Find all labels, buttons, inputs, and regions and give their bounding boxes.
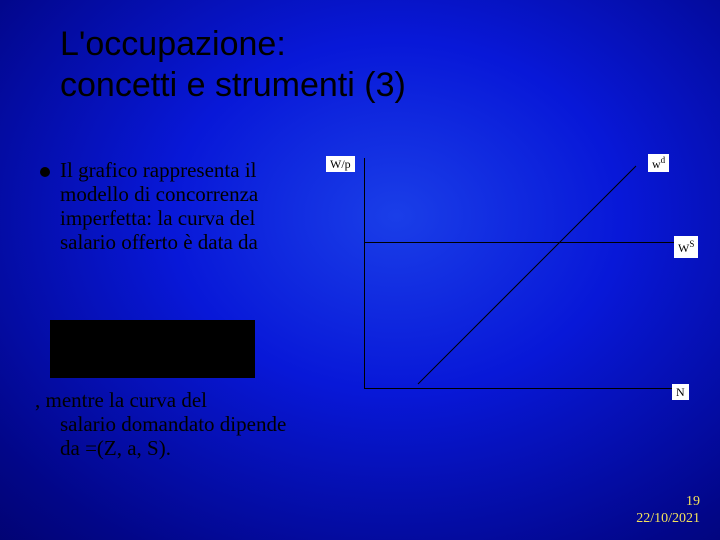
bullet-dot-icon — [40, 167, 50, 177]
title-line-2: concetti e strumenti (3) — [60, 66, 406, 104]
continuation-lead: , mentre la curva del — [35, 388, 207, 412]
x-axis-label: N — [672, 384, 689, 400]
slide-title: L'occupazione: concetti e strumenti (3) — [60, 24, 406, 106]
wd-label-base: w — [652, 157, 661, 171]
page-number: 19 — [686, 494, 700, 509]
bullet-text: Il grafico rappresenta il modello di con… — [60, 158, 295, 255]
wd-line-path — [418, 166, 636, 384]
ws-label: WS — [674, 236, 698, 258]
continuation-text: , mentre la curva del salario domandato … — [35, 388, 305, 460]
slide-date: 22/10/2021 — [636, 511, 700, 526]
bullet-block: Il grafico rappresenta il modello di con… — [40, 158, 295, 255]
y-axis-label: W/p — [326, 156, 355, 172]
wd-label-sup: d — [661, 155, 666, 165]
slide-footer: 19 22/10/2021 — [636, 494, 700, 528]
x-axis — [364, 388, 672, 389]
wd-line — [374, 162, 674, 386]
ws-label-base: W — [678, 241, 689, 255]
ws-label-sup: S — [689, 239, 694, 249]
title-line-1: L'occupazione: — [60, 25, 286, 63]
redacted-formula-box — [50, 320, 255, 378]
labor-market-chart: W/p wd WS N — [326, 158, 700, 410]
continuation-rest: salario domandato dipende da =(Z, a, S). — [35, 412, 305, 460]
wd-label: wd — [648, 154, 669, 172]
y-axis — [364, 158, 365, 388]
